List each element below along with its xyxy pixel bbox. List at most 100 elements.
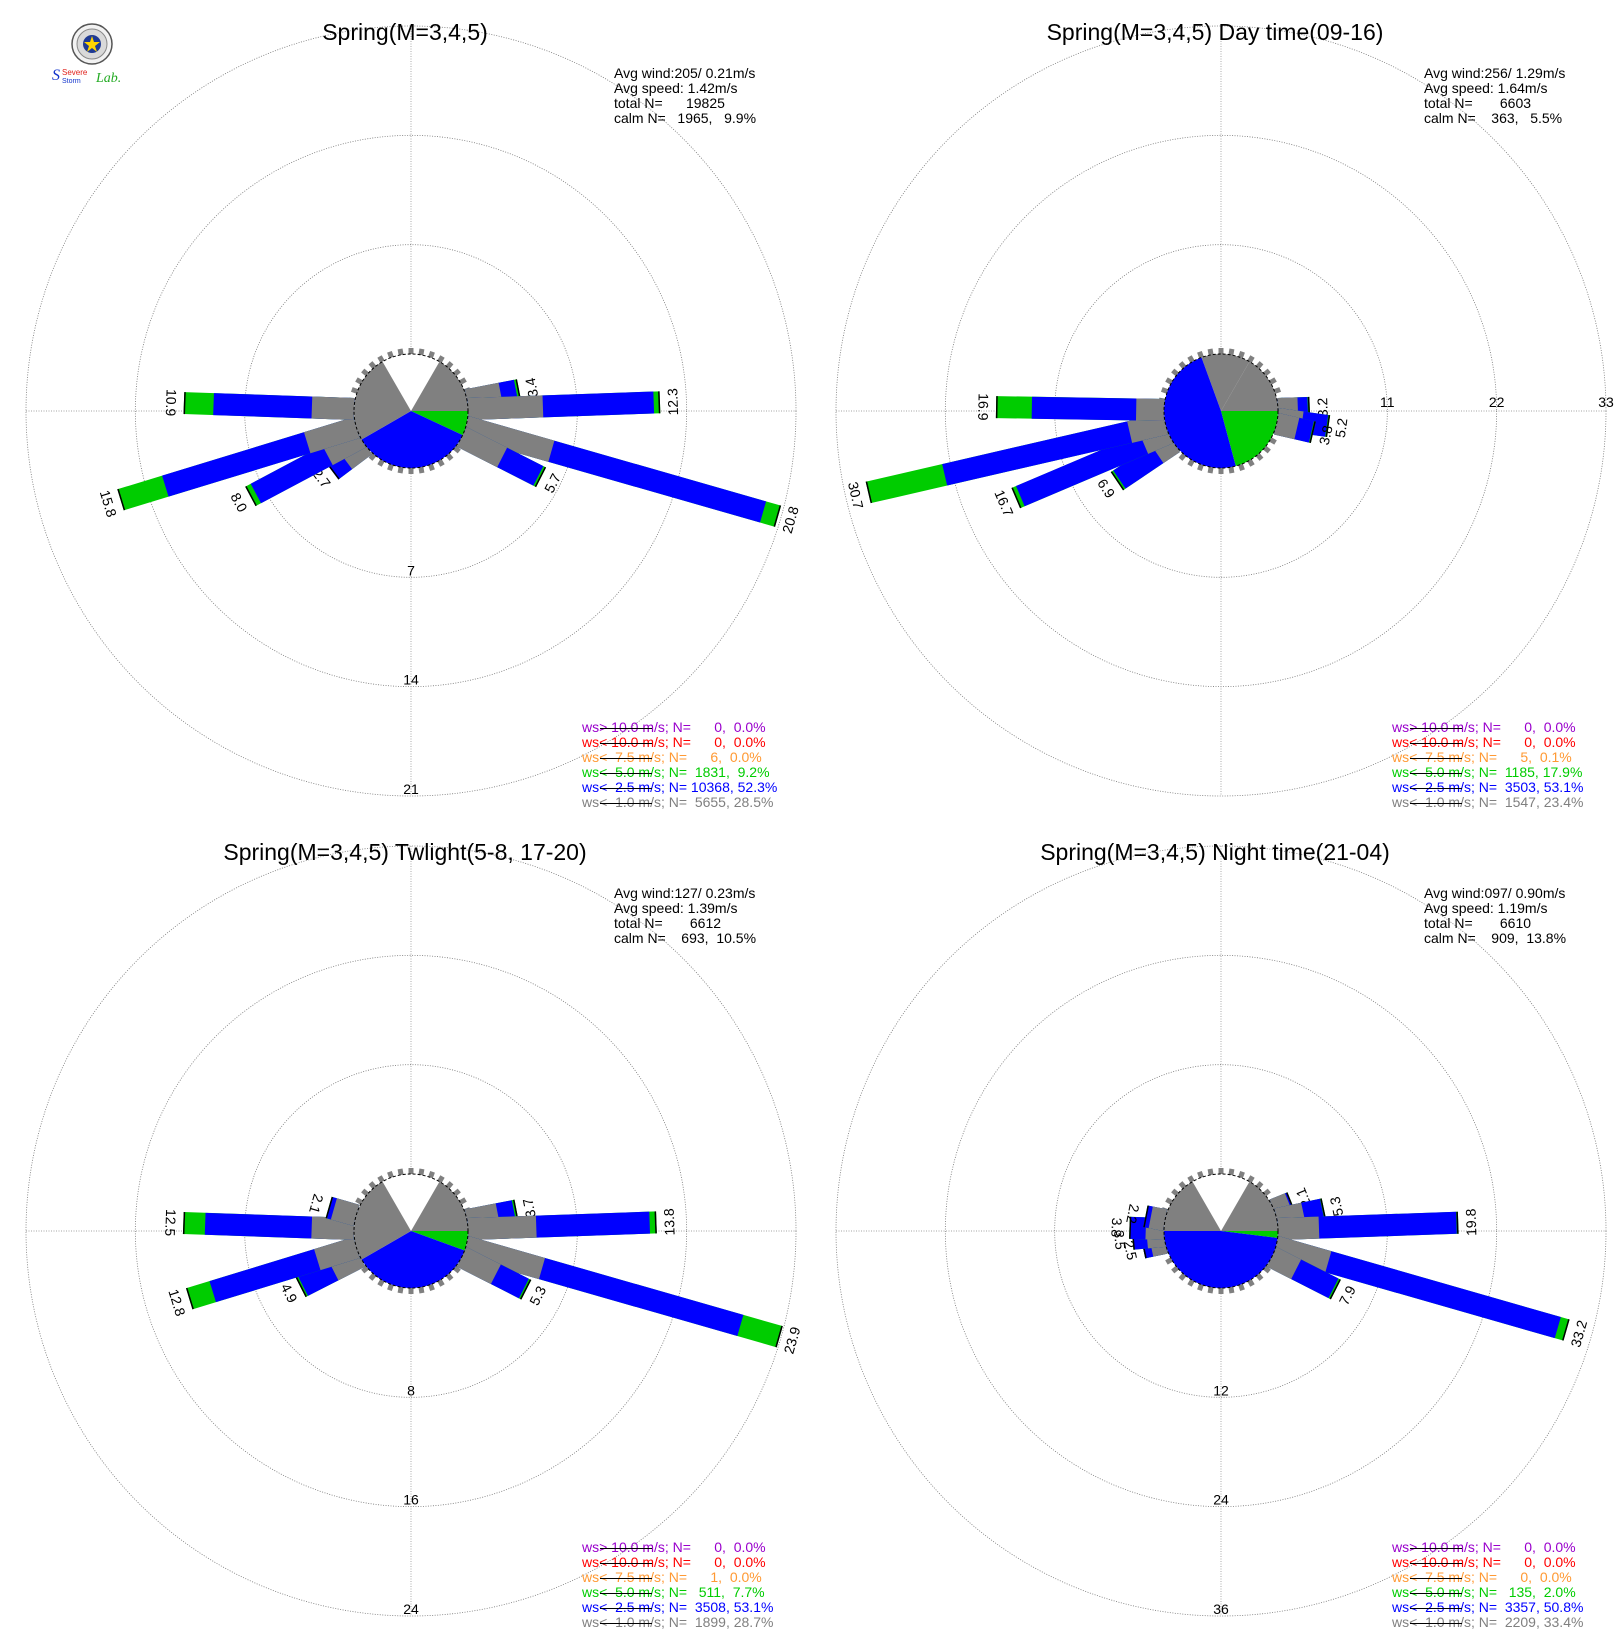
petal-tip: [513, 1199, 519, 1222]
windrose-panel-spring-nighttime: 2.1 5.3 19.8 33.2 7.9 2.5 3.5 3.8 2.2 12 24 36 Spri…: [810, 820, 1620, 1640]
petal-value-label: 13.8: [661, 1208, 678, 1236]
petal-value-label: 30.7: [845, 480, 867, 510]
stat-calm-n: calm N= 363, 5.5%: [1424, 110, 1563, 126]
wind-stats: Avg wind:205/ 0.21m/s Avg speed: 1.42m/s…: [614, 66, 756, 126]
calm-circle-outline: [1163, 1173, 1279, 1289]
logo-text-severe: Severe: [62, 68, 88, 77]
windrose-chart: 3.25.23.8 6.9 16.7 30.7 16.9 11 22 33: [835, 25, 1614, 797]
petal-tip: [658, 391, 661, 414]
ring-label: 14: [403, 672, 419, 688]
wind-stats: Avg wind:127/ 0.23m/s Avg speed: 1.39m/s…: [614, 886, 756, 946]
calm-pie: [353, 1173, 469, 1289]
calm-pie-slice-lt25: [361, 1231, 465, 1288]
petal-segment-lt25: [1272, 1236, 1561, 1339]
petal-segment-lt1: [303, 417, 360, 454]
legend-lt10: ws< 10.0 m/s; N= 0, 0.0%: [582, 734, 766, 750]
ring-label: 16: [403, 1492, 419, 1508]
stat-calm-n: calm N= 1965, 9.9%: [614, 110, 757, 126]
petal-value-label: 16.9: [975, 393, 991, 421]
petal-segment-lt1: [456, 1247, 501, 1285]
calm-pie-slice-lt25: [1163, 357, 1236, 469]
petal-272: 10.9: [163, 389, 355, 421]
wind-stats: Avg wind:256/ 1.29m/s Avg speed: 1.64m/s…: [1424, 66, 1565, 126]
petal-segment-lt1: [1266, 1247, 1302, 1280]
legend-lt10: ws< 10.0 m/s; N= 0, 0.0%: [1392, 1554, 1576, 1570]
ring-label: 22: [1489, 394, 1505, 410]
petal-88: 13.8: [467, 1208, 678, 1241]
calm-pie-slice-lt5: [411, 1231, 468, 1251]
petal-value-label: 3.8: [1108, 1217, 1125, 1237]
petal-tip: [1309, 421, 1316, 444]
petal-257: 30.7: [845, 413, 1168, 511]
petal-value-label: 3.2: [1314, 397, 1331, 417]
petal-value-label: 5.3: [1327, 1195, 1347, 1218]
ring-label: 33: [1598, 394, 1614, 410]
petal-117: 5.3: [456, 1247, 549, 1308]
petal-tip: [654, 1211, 657, 1234]
petal-value-label: 2.1: [306, 1192, 327, 1215]
legend-lt25: ws< 2.5 m/s; N= 3503, 53.1%: [1392, 779, 1584, 795]
stat-total-n: total N= 6610: [1424, 915, 1532, 931]
logo-text-lab: Lab.: [95, 71, 121, 86]
petal-value-label: 12.3: [664, 388, 681, 416]
ring-label: 11: [1380, 394, 1395, 410]
petal-value-label: 20.8: [779, 504, 802, 535]
stat-total-n: total N= 19825: [614, 95, 725, 111]
petal-value-label: 3.8: [1316, 424, 1336, 447]
petal-tip: [1456, 1211, 1459, 1234]
petal-tip: [1329, 1279, 1341, 1300]
ring-label: 8: [407, 1382, 415, 1398]
stat-avg-wind: Avg wind:097/ 0.90m/s: [1424, 885, 1566, 901]
petal-tip: [775, 1325, 783, 1348]
petal-tip: [245, 486, 257, 507]
legend-lt75: ws< 7.5 m/s; N= 6, 0.0%: [582, 749, 762, 765]
petal-segment-lt1: [1135, 398, 1165, 422]
calm-circle-outline: [1163, 353, 1279, 469]
legend-lt10: ws< 10.0 m/s; N= 0, 0.0%: [1392, 734, 1576, 750]
stat-avg-speed: Avg speed: 1.64m/s: [1424, 80, 1548, 96]
petal-tip: [534, 466, 547, 488]
ring-label: 24: [1213, 1492, 1229, 1508]
petal-tip: [182, 1212, 186, 1235]
petal-117: 7.9: [1266, 1247, 1359, 1308]
petal-tip: [773, 505, 782, 527]
legend-lt1: ws< 1.0 m/s; N= 2209, 33.4%: [1392, 1614, 1584, 1630]
petal-242: 8.0: [227, 428, 366, 515]
legend-lt1: ws< 1.0 m/s; N= 1547, 23.4%: [1392, 794, 1584, 810]
petal-value-label: 3.7: [519, 1197, 538, 1219]
petal-271: 16.9: [975, 393, 1165, 422]
petal-286: 2.1: [306, 1192, 360, 1226]
calm-pie-slice-lt1: [353, 361, 411, 440]
calm-pie-slice-lt5: [1221, 411, 1278, 467]
ring-label: 36: [1213, 1601, 1229, 1617]
petal-segment-lt25: [1031, 396, 1165, 422]
petal-value-label: 15.8: [97, 488, 120, 519]
speed-legend: ws> 10.0 m/s; N= 0, 0.0% ws< 10.0 m/s; N…: [582, 1540, 773, 1630]
petal-value-label: 33.2: [1567, 1318, 1590, 1349]
legend-lt1: ws< 1.0 m/s; N= 5655, 28.5%: [582, 794, 774, 810]
petal-value-label: 16.7: [991, 487, 1016, 519]
calm-pie-slice-lt25: [1164, 1231, 1278, 1288]
petal-value-label: 5.2: [1332, 417, 1351, 439]
legend-gt10: ws> 10.0 m/s; N= 0, 0.0%: [1392, 719, 1576, 735]
petal-value-label: 12.8: [165, 1287, 188, 1318]
petal-segment-lt25: [1016, 423, 1173, 507]
petal-tip: [865, 481, 873, 504]
chart-title: Spring(M=3,4,5): [322, 19, 488, 45]
legend-lt10: ws< 10.0 m/s; N= 0, 0.0%: [582, 1554, 766, 1570]
legend-lt25: ws< 2.5 m/s; N= 3357, 50.8%: [1392, 1599, 1584, 1615]
legend-lt25: ws< 2.5 m/s; N= 3508, 53.1%: [582, 1599, 774, 1615]
legend-lt75: ws< 7.5 m/s; N= 0, 0.0%: [1392, 1569, 1572, 1585]
petal-281: 2.2: [1123, 1203, 1168, 1231]
petal-value-label: 23.9: [781, 1325, 804, 1356]
legend-gt10: ws> 10.0 m/s; N= 0, 0.0%: [1392, 1539, 1576, 1555]
petal-tip: [295, 1276, 307, 1298]
petal-segment-lt1: [1277, 1216, 1320, 1241]
legend-lt5: ws< 5.0 m/s; N= 1831, 9.2%: [582, 764, 770, 780]
petal-tip: [325, 1196, 334, 1219]
petal-segment-lt1: [467, 1215, 537, 1241]
petal-tip: [995, 396, 998, 419]
legend-lt25: ws< 2.5 m/s; N= 10368, 52.3%: [582, 779, 778, 795]
